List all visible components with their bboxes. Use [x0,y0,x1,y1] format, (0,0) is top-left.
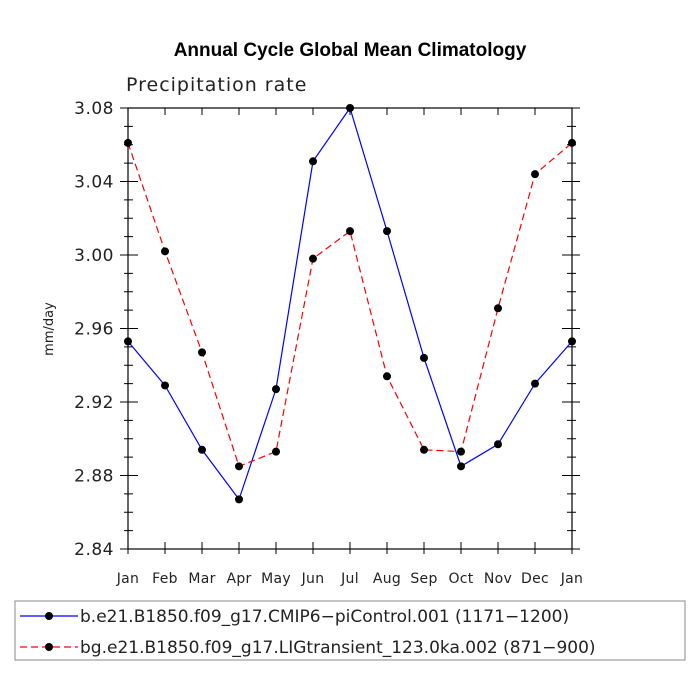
series-points [124,104,576,504]
series-1-point [309,254,317,263]
legend-item-series-1: bg.e21.B1850.f09_g17.LIGtransient_123.0k… [20,638,596,658]
chart-title: Annual Cycle Global Mean Climatology [174,40,527,61]
legend-item-series-0: b.e21.B1850.f09_g17.CMIP6−piControl.001 … [20,607,569,627]
legend-marker-series-1 [45,643,53,651]
series-0-point [420,353,428,362]
x-tick-label: Feb [152,571,178,587]
series-0-point [272,385,280,394]
series-0-point [309,157,317,166]
legend-label-series-0: b.e21.B1850.f09_g17.CMIP6−piControl.001 … [80,607,569,627]
legend-box [14,600,686,661]
series-1-point [235,462,243,471]
series-line-0 [127,106,573,501]
series-lines [127,106,573,501]
x-tick-labels: Jan Feb Mar Apr May Jun Jul Aug Sep Oct Nov Dec Jan [116,571,583,587]
x-tick-label: Aug [373,571,401,587]
axis-ticks [120,107,580,554]
series-0-point [161,381,169,390]
series-1-point [346,227,354,236]
legend-marker-series-0 [45,612,53,620]
x-tick-label: Sep [410,571,437,587]
series-0-point [235,495,243,504]
x-tick-label: Mar [188,571,215,587]
x-tick-label: Jan [116,571,139,587]
y-tick-label: 3.08 [74,99,114,119]
legend-label-series-1: bg.e21.B1850.f09_g17.LIGtransient_123.0k… [80,638,596,658]
series-line-1 [127,142,573,468]
x-tick-label: Jul [340,571,359,587]
series-1-point [420,445,428,454]
x-tick-label: Nov [484,571,512,587]
series-1-point [161,247,169,256]
series-0-point [494,440,502,449]
series-0-point [198,445,206,454]
y-tick-label: 3.00 [74,246,114,266]
y-axis-label: mm/day [42,302,57,356]
y-tick-label: 2.96 [74,320,114,340]
series-0-point [124,337,132,346]
series-1-point [383,372,391,381]
y-tick-label: 2.88 [74,467,114,487]
series-1-point [568,138,576,147]
chart-subtitle: Precipitation rate [126,74,307,96]
series-0-point [568,337,576,346]
series-1-point [124,138,132,147]
series-1-point [272,447,280,456]
series-1-point [531,170,539,179]
series-1-point [198,348,206,357]
series-1-point [457,447,465,456]
series-0-point [457,462,465,471]
x-tick-label: Oct [448,571,473,587]
plot-frame [127,107,573,550]
x-tick-label: Apr [226,571,251,587]
x-tick-label: Jan [560,571,583,587]
series-0-point [531,379,539,388]
series-0-point [383,227,391,236]
y-tick-label: 3.04 [74,173,114,193]
y-tick-labels: 2.84 2.88 2.92 2.96 3.00 3.04 3.08 [74,99,114,560]
series-1-point [494,304,502,313]
x-tick-label: Dec [521,571,549,587]
series-0-point [346,104,354,112]
x-tick-label: May [261,571,291,587]
y-tick-label: 2.92 [74,393,114,413]
x-tick-label: Jun [301,571,325,587]
y-tick-label: 2.84 [74,540,114,560]
